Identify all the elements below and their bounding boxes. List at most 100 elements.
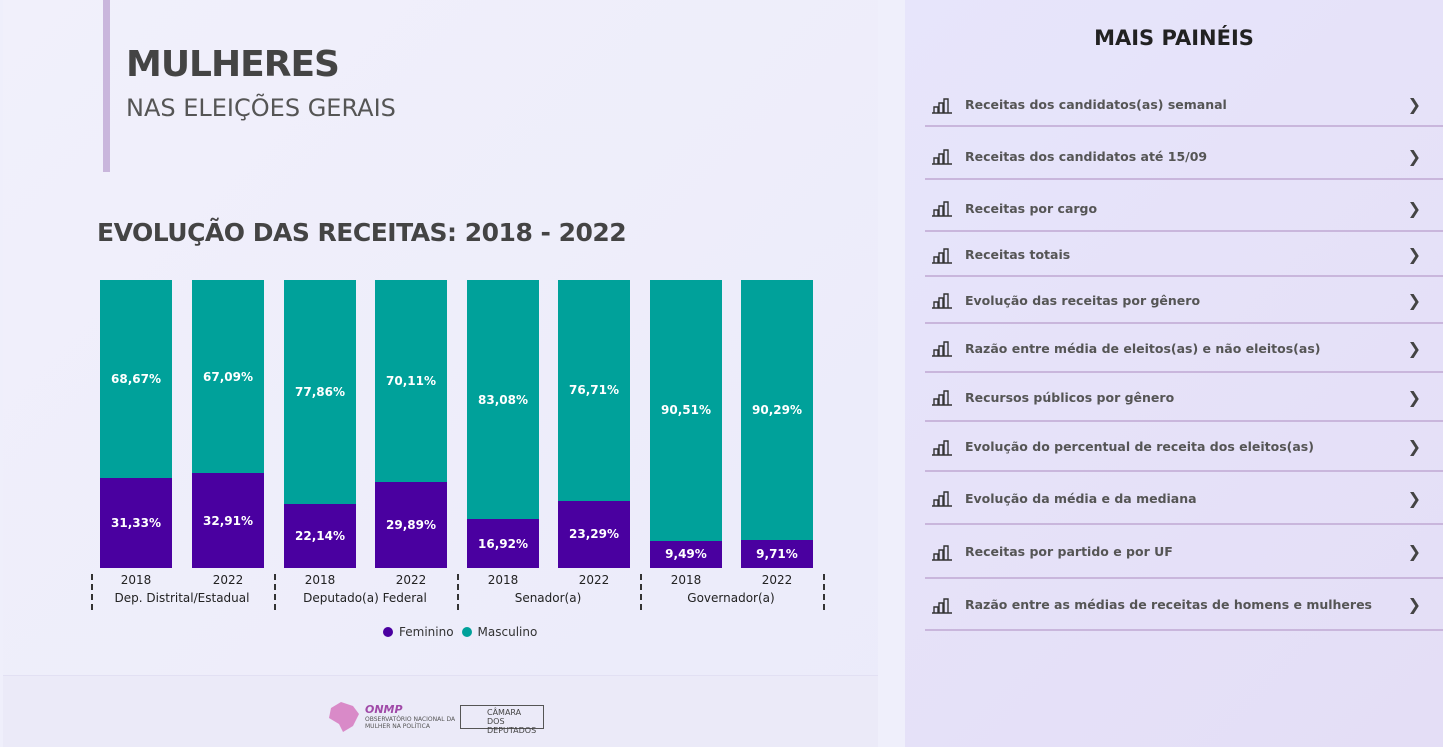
onmp-logo[interactable]: ONMP OBSERVATÓRIO NACIONAL DA MULHER NA … — [325, 698, 460, 734]
chevron-right-icon: ❯ — [1407, 542, 1421, 561]
legend-feminino[interactable]: Feminino — [399, 625, 454, 639]
bar-feminino[interactable]: 9,71% — [741, 540, 813, 568]
camara-text: CÂMARA DOS DEPUTADOS — [487, 708, 537, 735]
bar-chart-icon — [932, 201, 952, 217]
bar-masculino[interactable]: 90,29% — [741, 280, 813, 541]
data-label: 90,29% — [752, 403, 802, 418]
legend-dot-masculino — [461, 627, 472, 637]
chevron-right-icon: ❯ — [1407, 245, 1421, 264]
accent-bar — [103, 0, 110, 172]
chevron-right-icon: ❯ — [1407, 338, 1421, 358]
bar-feminino[interactable]: 23,29% — [558, 500, 630, 568]
bar-feminino[interactable]: 9,49% — [650, 540, 722, 568]
bar-chart-icon — [932, 149, 952, 165]
legend-dot-feminino — [383, 627, 393, 637]
panel-link[interactable]: Evolução da média e da mediana ❯ — [925, 473, 1443, 525]
bar-stack[interactable]: 76,71% 23,29% — [558, 280, 630, 568]
bar-feminino[interactable]: 32,91% — [192, 473, 264, 568]
bar-chart-icon — [932, 97, 952, 114]
bar-masculino[interactable]: 68,67% — [100, 280, 172, 478]
bar-stack[interactable]: 68,67% 31,33% — [100, 280, 172, 568]
x-tick-label: 2022 — [395, 573, 427, 587]
more-panels-sidebar: MAIS PAINÉIS Receitas dos candidatos(as)… — [905, 0, 1443, 747]
chevron-right-icon: ❯ — [1407, 488, 1421, 508]
bar-stack[interactable]: 83,08% 16,92% — [467, 280, 539, 568]
chevron-right-icon: ❯ — [1407, 437, 1421, 456]
chevron-right-icon: ❯ — [1407, 595, 1421, 614]
bar-stack[interactable]: 77,86% 22,14% — [284, 280, 356, 568]
bar-chart-icon — [932, 597, 952, 614]
panel-link-label: Receitas por cargo — [965, 200, 1098, 216]
data-label: 29,89% — [386, 517, 436, 532]
data-label: 22,14% — [295, 529, 345, 544]
bar-masculino[interactable]: 77,86% — [284, 280, 356, 505]
bar-feminino[interactable]: 31,33% — [100, 477, 172, 568]
chart-title: EVOLUÇÃO DAS RECEITAS: 2018 - 2022 — [97, 218, 627, 247]
legend-masculino[interactable]: Masculino — [477, 625, 538, 639]
group-label: Governador(a) — [687, 591, 775, 605]
bar-masculino[interactable]: 83,08% — [467, 280, 539, 520]
panel-link[interactable]: Evolução do percentual de receita dos el… — [925, 423, 1443, 472]
bar-chart-icon — [932, 390, 952, 406]
panel-link[interactable]: Recursos públicos por gênero ❯ — [925, 374, 1443, 422]
panel-link[interactable]: Receitas dos candidatos até 15/09 ❯ — [925, 134, 1443, 180]
bar-feminino[interactable]: 16,92% — [467, 519, 539, 568]
panel-link-label: Evolução das receitas por gênero — [965, 292, 1201, 308]
group-label: Deputado(a) Federal — [303, 591, 427, 605]
bar-feminino[interactable]: 22,14% — [284, 504, 356, 568]
data-label: 83,08% — [478, 392, 528, 407]
data-label: 70,11% — [386, 373, 436, 388]
bar-masculino[interactable]: 90,51% — [650, 280, 722, 541]
data-label: 90,51% — [661, 403, 711, 418]
bar-stack[interactable]: 90,51% 9,49% — [650, 280, 722, 568]
bar-chart-icon — [932, 544, 952, 561]
brazil-map-icon — [329, 702, 359, 732]
data-label: 9,49% — [665, 547, 707, 562]
panel-link[interactable]: Receitas dos candidatos(as) semanal ❯ — [925, 84, 1443, 127]
bar-chart-icon — [932, 293, 952, 309]
panel-link-label: Receitas totais — [965, 247, 1071, 262]
chevron-right-icon: ❯ — [1407, 198, 1421, 218]
chevron-right-icon: ❯ — [1407, 146, 1421, 166]
panel-link-label: Evolução da média e da mediana — [965, 490, 1197, 506]
data-label: 16,92% — [478, 536, 528, 551]
group-separator — [91, 574, 93, 610]
bar-masculino[interactable]: 70,11% — [375, 280, 447, 482]
panel-link-label: Receitas dos candidatos até 15/09 — [965, 148, 1208, 164]
page-subtitle: NAS ELEIÇÕES GERAIS — [126, 94, 396, 122]
bar-chart-icon — [932, 491, 952, 507]
bar-masculino[interactable]: 67,09% — [192, 280, 264, 474]
x-tick-label: 2022 — [761, 573, 793, 587]
panel-link[interactable]: Evolução das receitas por gênero ❯ — [925, 278, 1443, 324]
data-label: 76,71% — [569, 383, 619, 398]
panel-link-label: Razão entre média de eleitos(as) e não e… — [965, 340, 1321, 356]
group-separator — [274, 574, 276, 610]
panel-link[interactable]: Receitas por partido e por UF ❯ — [925, 526, 1443, 579]
chevron-right-icon: ❯ — [1407, 95, 1421, 114]
x-tick-label: 2018 — [120, 573, 152, 587]
x-tick-label: 2022 — [578, 573, 610, 587]
bar-feminino[interactable]: 29,89% — [375, 481, 447, 568]
panel-link[interactable]: Razão entre média de eleitos(as) e não e… — [925, 325, 1443, 373]
bar-stack[interactable]: 70,11% 29,89% — [375, 280, 447, 568]
onmp-abbr: ONMP — [365, 702, 403, 716]
bar-chart-icon — [932, 341, 952, 357]
bar-stack[interactable]: 67,09% 32,91% — [192, 280, 264, 568]
x-tick-label: 2018 — [304, 573, 336, 587]
bar-stack[interactable]: 90,29% 9,71% — [741, 280, 813, 568]
panel-link[interactable]: Receitas totais ❯ — [925, 234, 1443, 277]
panel-link-label: Razão entre as médias de receitas de hom… — [965, 597, 1372, 612]
group-label: Senador(a) — [514, 591, 582, 605]
group-separator — [823, 574, 825, 610]
chevron-right-icon: ❯ — [1407, 290, 1421, 310]
data-label: 68,67% — [111, 371, 161, 386]
chevron-right-icon: ❯ — [1407, 387, 1421, 407]
camara-logo[interactable]: CÂMARA DOS DEPUTADOS — [460, 705, 544, 735]
panel-link[interactable]: Receitas por cargo ❯ — [925, 186, 1443, 232]
group-separator — [640, 574, 642, 610]
panel-link-label: Recursos públicos por gênero — [965, 389, 1175, 405]
data-label: 23,29% — [569, 527, 619, 542]
bar-masculino[interactable]: 76,71% — [558, 280, 630, 501]
sidebar-title: MAIS PAINÉIS — [1094, 26, 1254, 50]
panel-link[interactable]: Razão entre as médias de receitas de hom… — [925, 580, 1443, 631]
